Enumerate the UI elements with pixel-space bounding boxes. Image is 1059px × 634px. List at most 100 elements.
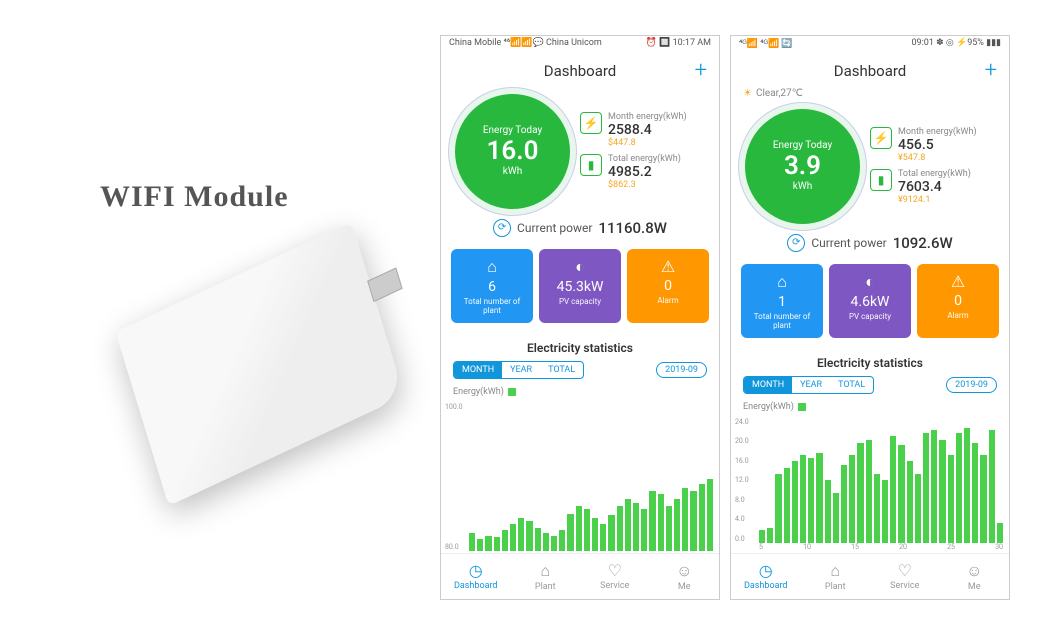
gauge-value: 3.9	[784, 151, 821, 181]
gauge-unit: kWh	[503, 166, 522, 177]
bar	[559, 530, 565, 551]
bar	[915, 474, 921, 543]
legend-label: Energy(kWh)	[743, 402, 794, 412]
bar	[658, 494, 664, 550]
metrics: ⚡Month energy(kWh)2588.4$447.8▮Total ene…	[580, 94, 705, 209]
status-right: 09:01 ✽ ◎ ⚡95% ▮▮▮	[911, 38, 1001, 54]
bar	[939, 440, 945, 543]
bar	[682, 488, 688, 550]
legend-label: Energy(kWh)	[453, 387, 504, 397]
nav-icon: ♡	[898, 561, 912, 580]
bar	[518, 518, 524, 551]
nav-plant[interactable]: ⌂Plant	[511, 554, 581, 599]
metric-row: ▮Total energy(kWh)4985.2$862.3	[580, 154, 705, 190]
bar	[767, 528, 773, 543]
nav-dashboard[interactable]: ◷Dashboard	[441, 554, 511, 599]
bar	[907, 461, 913, 542]
tab-total[interactable]: TOTAL	[540, 362, 583, 378]
card-label: Alarm	[657, 296, 678, 305]
card-value: 0	[664, 278, 672, 294]
metric-icon: ▮	[870, 169, 892, 191]
bar	[964, 428, 970, 543]
header-title: Dashboard	[834, 62, 907, 80]
bar	[816, 453, 822, 543]
current-power-label: Current power	[517, 221, 592, 235]
chart-legend: Energy(kWh)	[441, 385, 719, 399]
add-button[interactable]: +	[985, 58, 997, 83]
tab-year[interactable]: YEAR	[792, 377, 830, 393]
card-label: PV capacity	[559, 297, 601, 306]
energy-gauge[interactable]: Energy Today3.9kWh	[745, 109, 860, 224]
bar	[485, 536, 491, 551]
bar	[576, 506, 582, 550]
stat-card[interactable]: ⚠0Alarm	[917, 264, 999, 338]
card-label: Total number of plant	[745, 312, 819, 330]
add-button[interactable]: +	[695, 58, 707, 83]
date-selector[interactable]: 2019-09	[656, 362, 707, 378]
nav-label: Plant	[825, 582, 846, 592]
tab-total[interactable]: TOTAL	[830, 377, 873, 393]
status-bar: ⁴ᴳ📶 ⁴ᴳ📶 🔄09:01 ✽ ◎ ⚡95% ▮▮▮	[731, 36, 1009, 56]
bar	[641, 509, 647, 550]
card-label: PV capacity	[849, 312, 891, 321]
nav-service[interactable]: ♡Service	[580, 554, 650, 599]
phone-2: ⁴ᴳ📶 ⁴ᴳ📶 🔄09:01 ✽ ◎ ⚡95% ▮▮▮ Dashboard + ☀Cl…	[730, 35, 1010, 600]
bar-chart[interactable]: 24.020.016.012.08.04.00.0	[731, 414, 1009, 543]
card-icon: ◐	[575, 257, 585, 277]
bar	[494, 537, 500, 550]
chart-legend: Energy(kWh)	[731, 400, 1009, 414]
bar	[567, 514, 573, 551]
stat-card[interactable]: ⌂1Total number of plant	[741, 264, 823, 338]
header-title: Dashboard	[544, 62, 617, 80]
stat-card[interactable]: ◐ 45.3kW PV capacity	[539, 249, 621, 323]
date-selector[interactable]: 2019-09	[946, 377, 997, 393]
bar	[625, 499, 631, 551]
bar	[666, 506, 672, 550]
card-value: 45.3kW	[557, 279, 604, 295]
weather-row: ☀Clear,27℃	[731, 86, 1009, 101]
nav-label: Service	[600, 581, 629, 591]
bar	[784, 468, 790, 543]
nav-me[interactable]: ☺Me	[650, 554, 720, 599]
current-power-row: ⟳Current power1092.6W	[731, 224, 1009, 264]
bar	[866, 440, 872, 543]
top-section: Energy Today16.0kWh⚡Month energy(kWh)258…	[441, 86, 719, 209]
power-icon: ⟳	[787, 234, 805, 252]
stat-card[interactable]: ◐4.6kWPV capacity	[829, 264, 911, 338]
bar-chart[interactable]: 100.080.0	[441, 399, 719, 551]
card-label: Total number of plant	[455, 297, 529, 315]
metric-row: ⚡Month energy(kWh)456.5¥547.8	[870, 127, 995, 163]
tab-month[interactable]: MONTH	[744, 377, 792, 393]
energy-gauge[interactable]: Energy Today16.0kWh	[455, 94, 570, 209]
stat-card[interactable]: ⚠0Alarm	[627, 249, 709, 323]
nav-service[interactable]: ♡Service	[870, 554, 940, 599]
bar	[931, 430, 937, 543]
current-power-value: 1092.6W	[893, 234, 953, 252]
metric-price: 4985.2	[608, 164, 705, 180]
stats-title: Electricity statistics	[441, 335, 719, 361]
nav-me[interactable]: ☺Me	[940, 554, 1010, 599]
nav-icon: ◷	[759, 561, 773, 580]
metric-price: 2588.4	[608, 122, 705, 138]
bar	[808, 458, 814, 543]
bar	[690, 491, 696, 550]
stat-card[interactable]: ⌂6Total number of plant	[451, 249, 533, 323]
bar	[800, 455, 806, 543]
card-label: Alarm	[947, 311, 968, 320]
top-section: Energy Today3.9kWh ⚡Month energy(kWh)456.…	[731, 101, 1009, 224]
tabs-row: MONTHYEARTOTAL 2019-09	[731, 376, 1009, 400]
bar	[948, 455, 954, 543]
metric-label: Total energy(kWh)	[898, 169, 995, 179]
legend-swatch	[508, 388, 516, 396]
card-icon: ⌂	[487, 257, 497, 277]
nav-icon: ☺	[676, 561, 692, 581]
nav-icon: ♡	[608, 561, 622, 580]
stat-cards: ⌂6Total number of plant ◐ 45.3kW PV capacit…	[441, 249, 719, 335]
tab-month[interactable]: MONTH	[454, 362, 502, 378]
nav-icon: ☺	[966, 561, 982, 581]
nav-dashboard[interactable]: ◷Dashboard	[731, 554, 801, 599]
phones-container: China Mobile ⁴⁶📶📶💬 China Unicom⏰ 🔲 10:17…	[440, 35, 1030, 600]
tab-year[interactable]: YEAR	[502, 362, 540, 378]
nav-plant[interactable]: ⌂Plant	[801, 554, 871, 599]
bar	[775, 474, 781, 543]
